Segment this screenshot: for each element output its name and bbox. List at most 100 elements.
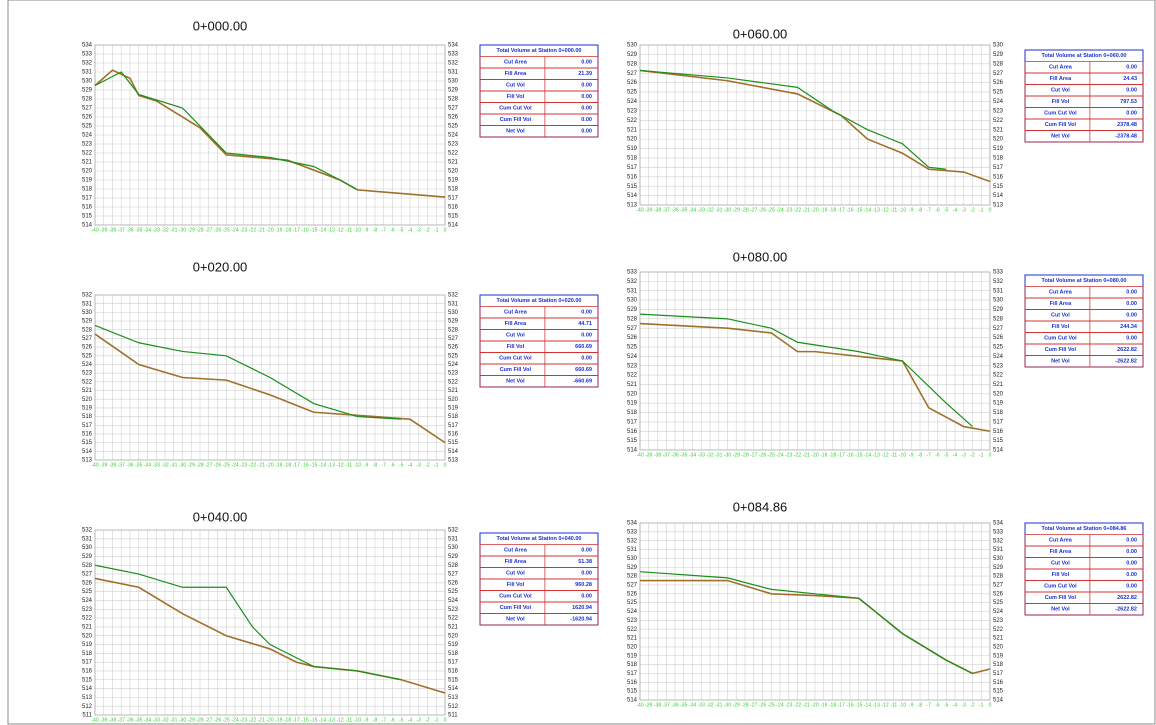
y-tick-label: 516 [993,174,1004,180]
y-tick-label: 527 [82,106,93,112]
x-tick-label: -13 [328,227,335,233]
table-label: Fill Area [1050,301,1072,307]
y-tick-label: 531 [627,547,638,553]
y-tick-label: 522 [82,379,93,385]
table-title: Total Volume at Station 0+040.00 [497,536,582,542]
x-tick-label: -28 [196,717,203,723]
x-tick-label: -13 [873,702,880,708]
y-tick-label: 524 [993,354,1004,360]
design-line [639,69,947,170]
ground-line [639,69,991,183]
table-label: Fill Vol [1052,99,1070,105]
table-label: Cum Cut Vol [1044,111,1077,117]
y-tick-label: 527 [627,583,638,589]
table-title: Total Volume at Station 0+084.86 [1042,526,1127,532]
y-tick-label: 518 [627,662,638,668]
table-value: 0.00 [581,571,592,577]
x-tick-label: -13 [873,452,880,458]
y-tick-label: 531 [993,288,1004,294]
x-tick-label: -6 [935,207,940,213]
y-tick-label: 525 [448,353,459,359]
y-tick-label: 519 [993,653,1004,659]
x-tick-label: -17 [838,207,845,213]
x-tick-label: -25 [768,207,775,213]
y-tick-label: 518 [82,187,93,193]
x-tick-label: -12 [336,717,343,723]
y-tick-label: 532 [993,279,1004,285]
x-tick-label: -29 [188,462,195,468]
y-tick-label: 530 [82,310,93,316]
x-tick-label: 0 [444,227,447,233]
ground-line [639,322,991,433]
y-tick-label: 534 [993,521,1004,527]
y-tick-label: 527 [448,572,459,578]
design-line [94,71,358,191]
y-tick-label: 527 [627,326,638,332]
table-label: Net Vol [506,617,525,623]
x-tick-label: -15 [855,702,862,708]
y-tick-label: 513 [993,203,1004,209]
x-tick-label: -9 [909,702,914,708]
y-tick-label: 528 [627,61,638,67]
x-tick-label: -36 [126,227,133,233]
x-tick-label: 0 [989,207,992,213]
y-tick-label: 523 [627,363,638,369]
table-label: Net Vol [506,129,525,135]
y-tick-label: 514 [82,223,93,229]
y-tick-label: 529 [993,565,1004,571]
y-tick-label: 532 [82,61,93,67]
x-tick-label: -6 [935,702,940,708]
y-tick-label: 532 [627,279,638,285]
y-tick-label: 522 [448,379,459,385]
x-tick-label: -19 [820,207,827,213]
x-tick-label: -12 [881,207,888,213]
y-tick-label: 531 [993,547,1004,553]
x-tick-label: -26 [214,462,221,468]
y-tick-label: 518 [993,662,1004,668]
x-tick-label: -18 [829,207,836,213]
x-tick-label: -27 [750,452,757,458]
y-tick-label: 519 [627,401,638,407]
table-value: 960.28 [575,582,592,588]
table-label: Net Vol [1051,607,1070,613]
x-tick-label: -26 [759,702,766,708]
table-label: Cum Fill Vol [1045,595,1077,601]
y-tick-label: 520 [627,391,638,397]
y-tick-label: 523 [448,607,459,613]
x-tick-label: -19 [820,452,827,458]
y-tick-label: 520 [448,397,459,403]
y-tick-label: 515 [448,440,459,446]
y-tick-label: 528 [627,316,638,322]
y-tick-label: 513 [448,458,459,464]
x-tick-label: -35 [680,207,687,213]
x-tick-label: -30 [179,717,186,723]
x-tick-label: -21 [258,227,265,233]
y-tick-label: 520 [993,137,1004,143]
y-tick-label: 521 [627,382,638,388]
y-tick-label: 525 [82,589,93,595]
table-value: 0.00 [1126,549,1137,555]
y-tick-label: 531 [448,70,459,76]
x-tick-label: -40 [636,452,643,458]
table-value: 0.00 [1126,561,1137,567]
x-tick-label: -8 [918,702,923,708]
table-row [479,613,599,626]
x-tick-label: 0 [989,452,992,458]
y-tick-label: 526 [448,345,459,351]
table-title: Total Volume at Station 0+000.00 [497,48,582,54]
section-title: 0+000.00 [193,18,248,33]
section-title: 0+040.00 [193,509,248,524]
x-tick-label: -25 [223,462,230,468]
x-tick-label: -25 [223,717,230,723]
y-tick-label: 523 [448,142,459,148]
y-tick-label: 516 [82,432,93,438]
y-tick-label: 521 [993,636,1004,642]
x-tick-label: -20 [811,207,818,213]
y-tick-label: 532 [82,293,93,299]
y-tick-label: 513 [82,695,93,701]
plot-frame [639,44,991,206]
x-tick-label: -14 [864,207,871,213]
x-tick-label: -37 [663,452,670,458]
y-tick-label: 518 [627,156,638,162]
x-tick-label: -38 [654,207,661,213]
